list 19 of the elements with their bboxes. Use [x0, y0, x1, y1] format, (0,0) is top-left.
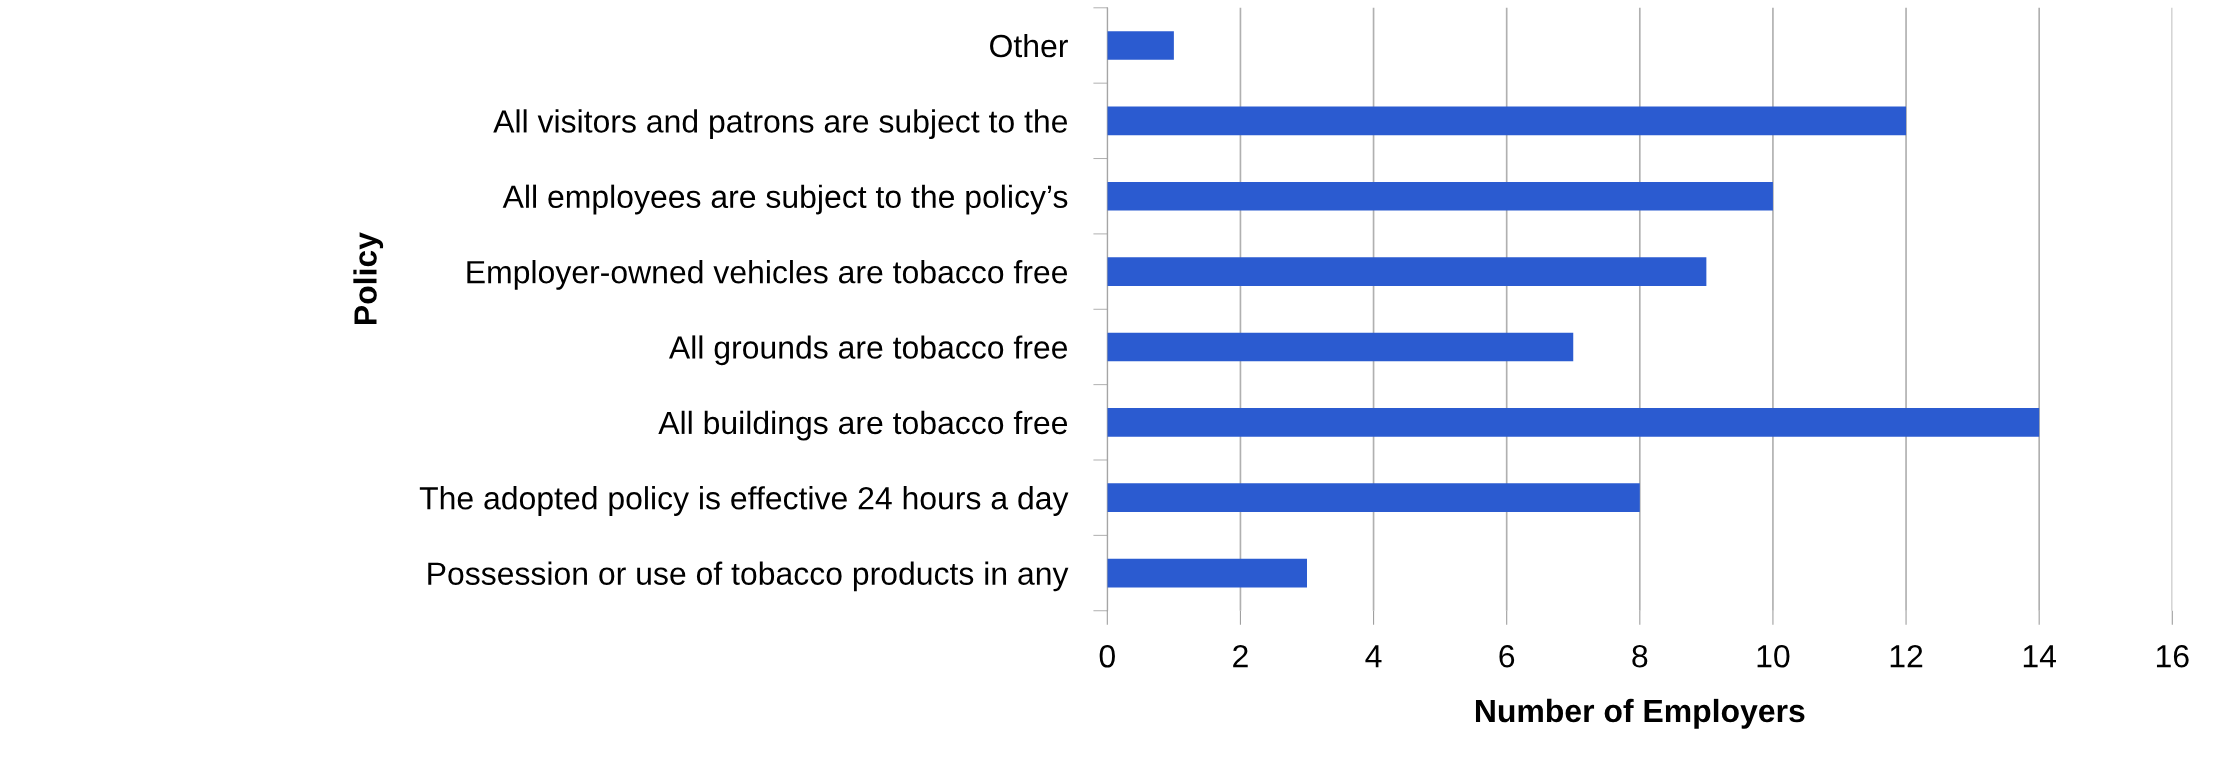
y-tick-label: All buildings are tobacco free	[658, 410, 1068, 441]
y-tick-label: Possession or use of tobacco products in any	[428, 561, 1069, 592]
x-tick-label: 8	[1632, 644, 1648, 668]
y-tick-label: All visitors and patrons are subject to the	[493, 109, 1068, 140]
x-tick-label: 12	[1890, 644, 1923, 668]
y-tick-label: Other	[990, 33, 1068, 58]
x-tick-label: 4	[1365, 645, 1382, 668]
x-tick-label: 10	[1757, 644, 1790, 668]
x-tick-label: 0	[1099, 644, 1115, 668]
x-tick-label: 14	[2023, 645, 2057, 668]
y-tick-label: All grounds are tobacco free	[668, 335, 1068, 366]
x-tick-label: 2	[1233, 644, 1248, 668]
y-tick-label: The adopted policy is effective 24 hours a day	[419, 486, 1069, 516]
x-tick-label: 16	[2156, 644, 2189, 668]
y-axis-title: Policy	[353, 232, 384, 325]
y-tick-label: Employer-owned vehicles are tobacco free	[467, 260, 1068, 290]
x-tick-label: 6	[1499, 644, 1515, 668]
y-tick-label: All employees are subject to the policy’s	[502, 184, 1068, 215]
x-axis-title: Number of Employers	[1475, 698, 1805, 729]
